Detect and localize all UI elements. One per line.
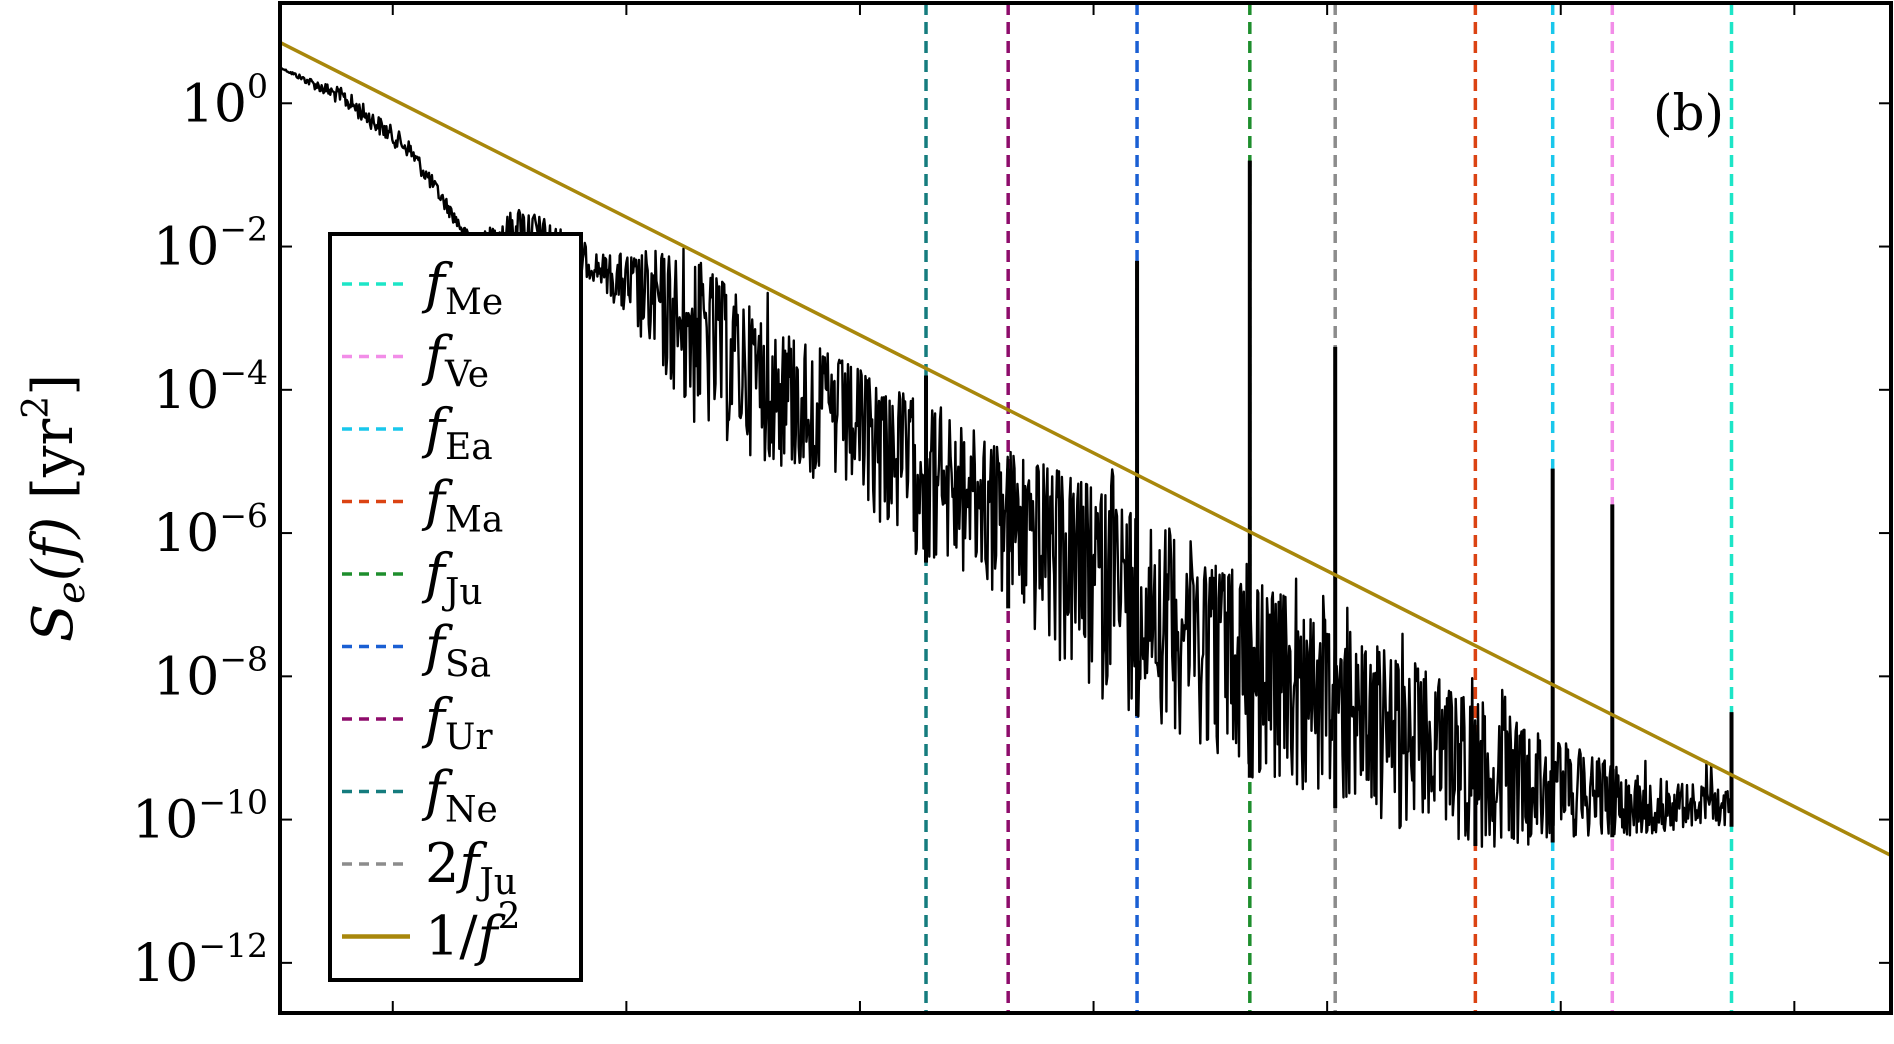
panel-label: (b) <box>1653 84 1724 142</box>
y-tick-label-6: 10−12 <box>132 926 268 994</box>
legend-entry-9: 1/f2 <box>342 897 520 968</box>
legend-entry-4: fJu <box>342 542 483 613</box>
legend-box <box>328 232 583 982</box>
y-tick-label-2: 10−4 <box>153 353 268 421</box>
legend-entry-3: fMa <box>342 470 503 541</box>
plot-frame <box>278 1 1893 1015</box>
y-tick-label-1: 10−2 <box>153 210 268 278</box>
y-axis-label-text: Se(f) [yr2] <box>16 374 93 642</box>
axes <box>278 1 1893 1015</box>
legend-label-8: 2fJu <box>425 832 517 903</box>
y-tick-labels: 100 10−2 10−4 10−6 10−8 10−10 10−12 <box>132 66 268 994</box>
y-tick-label-5: 10−10 <box>132 783 268 851</box>
legend-label-9: 1/f2 <box>425 897 520 968</box>
legend-entry-8: 2fJu <box>342 832 517 903</box>
y-tick-label-0: 100 <box>181 66 268 134</box>
y-tick-label-3: 10−6 <box>153 496 268 564</box>
y-tick-label-4: 10−8 <box>153 639 268 707</box>
legend-entry-2: fEa <box>342 397 493 468</box>
reference-line-series <box>279 40 1892 857</box>
legend-label-4: fJu <box>421 542 483 613</box>
y-axis-label: Se(f) [yr2] <box>16 374 93 642</box>
legend-label-3: fMa <box>421 470 503 541</box>
reference-line-1-over-f-squared <box>279 40 1892 857</box>
